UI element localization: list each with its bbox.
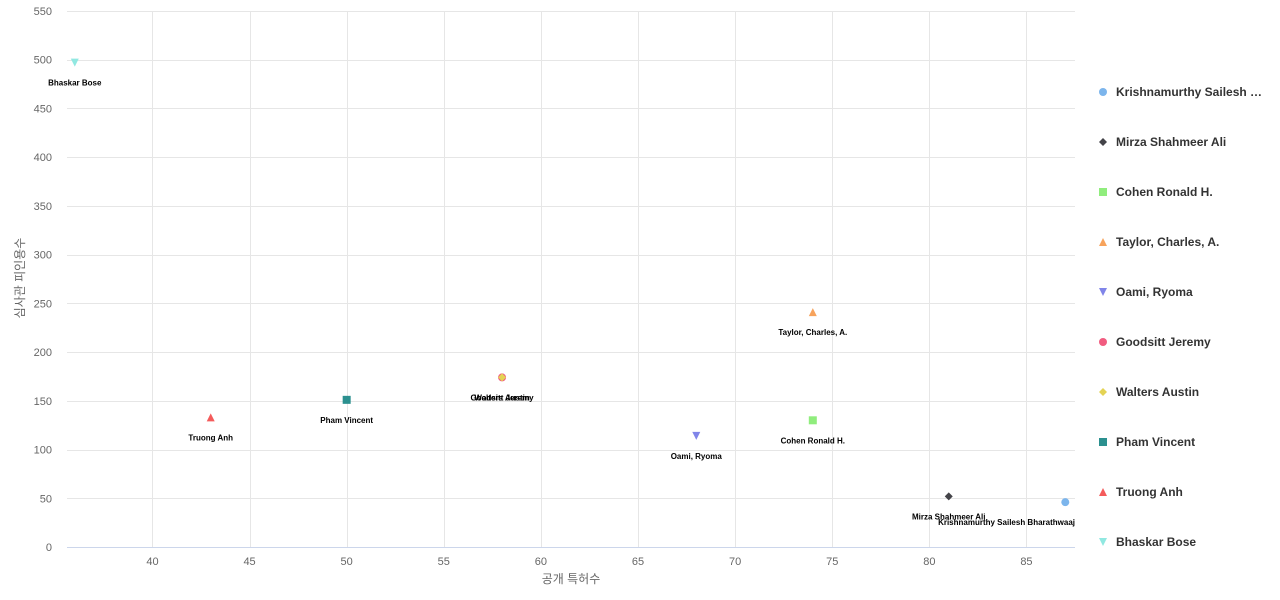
y-tick-label: 0	[46, 542, 52, 554]
legend-label: Krishnamurthy Sailesh …	[1116, 85, 1262, 99]
x-tick-label: 75	[826, 556, 838, 568]
y-tick-label: 350	[34, 201, 52, 213]
y-tick-label: 500	[34, 55, 52, 67]
data-label-pham-vincent: Pham Vincent	[320, 416, 373, 425]
x-tick-label: 45	[243, 556, 255, 568]
axis-ticks: 0 50 100 150 200 250 300 350 400 450 500 550 40 45 50 5…	[34, 6, 1033, 568]
legend-item-krishnamurthy-sailesh-bharathwaaj[interactable]: Krishnamurthy Sailesh …	[1099, 85, 1262, 99]
y-tick-label: 50	[40, 493, 52, 505]
legend-label: Bhaskar Bose	[1116, 535, 1196, 549]
x-tick-label: 50	[341, 556, 353, 568]
x-tick-label: 85	[1020, 556, 1032, 568]
legend-marker-oami-ryoma[interactable]	[1099, 288, 1107, 296]
data-point-cohen-ronald-h[interactable]	[808, 416, 817, 425]
legend-item-cohen-ronald-h[interactable]: Cohen Ronald H.	[1099, 185, 1213, 199]
data-label-krishnamurthy-sailesh-bharathwaaj: Krishnamurthy Sailesh Bharathwaaj	[938, 518, 1075, 527]
y-tick-label: 450	[34, 103, 52, 115]
legend-marker-goodsitt-jeremy[interactable]	[1099, 338, 1107, 346]
data-point-truong-anh[interactable]	[206, 413, 215, 422]
legend-label: Cohen Ronald H.	[1116, 185, 1213, 199]
data-point-krishnamurthy-sailesh-bharathwaaj[interactable]	[1061, 498, 1070, 507]
legend-marker-krishnamurthy-sailesh-bharathwaaj[interactable]	[1099, 88, 1107, 96]
x-tick-label: 80	[923, 556, 935, 568]
legend-item-bhaskar-bose[interactable]: Bhaskar Bose	[1099, 535, 1196, 549]
legend-item-goodsitt-jeremy[interactable]: Goodsitt Jeremy	[1099, 335, 1211, 349]
data-point-bhaskar-bose[interactable]	[70, 58, 79, 67]
data-label-truong-anh: Truong Anh	[188, 433, 233, 442]
x-tick-label: 70	[729, 556, 741, 568]
y-tick-label: 150	[34, 396, 52, 408]
y-tick-label: 250	[34, 298, 52, 310]
legend-label: Walters Austin	[1116, 385, 1199, 399]
x-tick-label: 40	[146, 556, 158, 568]
data-label-oami-ryoma: Oami, Ryoma	[671, 452, 723, 461]
grid	[67, 11, 1075, 548]
legend-marker-truong-anh[interactable]	[1099, 488, 1107, 496]
legend-label: Truong Anh	[1116, 485, 1183, 499]
data-point-oami-ryoma[interactable]	[692, 431, 701, 440]
data-label-bhaskar-bose: Bhaskar Bose	[48, 79, 102, 88]
legend-label: Mirza Shahmeer Ali	[1116, 135, 1226, 149]
legend-item-walters-austin[interactable]: Walters Austin	[1099, 385, 1199, 399]
data-label-walters-austin: Walters Austin	[474, 393, 530, 402]
legend[interactable]: Krishnamurthy Sailesh … Mirza Shahmeer Al…	[1099, 85, 1262, 549]
y-tick-label: 300	[34, 250, 52, 262]
y-tick-label: 100	[34, 445, 52, 457]
legend-item-truong-anh[interactable]: Truong Anh	[1099, 485, 1183, 499]
data-point-walters-austin[interactable]	[498, 373, 507, 382]
legend-item-pham-vincent[interactable]: Pham Vincent	[1099, 435, 1195, 449]
legend-marker-bhaskar-bose[interactable]	[1099, 538, 1107, 546]
legend-marker-taylor-charles-a[interactable]	[1099, 238, 1107, 246]
legend-label: Goodsitt Jeremy	[1116, 335, 1211, 349]
data-point-pham-vincent[interactable]	[342, 395, 351, 404]
legend-item-oami-ryoma[interactable]: Oami, Ryoma	[1099, 285, 1193, 299]
y-tick-label: 400	[34, 152, 52, 164]
x-tick-label: 55	[438, 556, 450, 568]
data-point-taylor-charles-a[interactable]	[808, 308, 817, 317]
data-label-mirza-shahmeer-ali: Mirza Shahmeer Ali	[912, 512, 986, 521]
legend-item-mirza-shahmeer-ali[interactable]: Mirza Shahmeer Ali	[1099, 135, 1226, 149]
data-label-taylor-charles-a: Taylor, Charles, A.	[778, 328, 847, 337]
y-axis-title: 심사관 피인용수	[13, 238, 27, 319]
data-label-cohen-ronald-h: Cohen Ronald H.	[781, 436, 845, 445]
y-tick-label: 200	[34, 347, 52, 359]
x-tick-label: 60	[535, 556, 547, 568]
y-tick-label: 550	[34, 6, 52, 18]
legend-marker-mirza-shahmeer-ali[interactable]	[1099, 138, 1107, 146]
legend-item-taylor-charles-a[interactable]: Taylor, Charles, A.	[1099, 235, 1219, 249]
data-point-mirza-shahmeer-ali[interactable]	[944, 492, 953, 501]
x-axis-title: 공개 특허수	[542, 572, 601, 586]
legend-marker-walters-austin[interactable]	[1099, 388, 1107, 396]
legend-marker-pham-vincent[interactable]	[1099, 438, 1107, 446]
data-points	[70, 58, 1070, 507]
legend-marker-cohen-ronald-h[interactable]	[1099, 188, 1107, 196]
legend-label: Taylor, Charles, A.	[1116, 235, 1219, 249]
x-tick-label: 65	[632, 556, 644, 568]
data-label-goodsitt-jeremy: Goodsitt Jeremy	[470, 393, 534, 402]
legend-label: Oami, Ryoma	[1116, 285, 1193, 299]
legend-label: Pham Vincent	[1116, 435, 1195, 449]
